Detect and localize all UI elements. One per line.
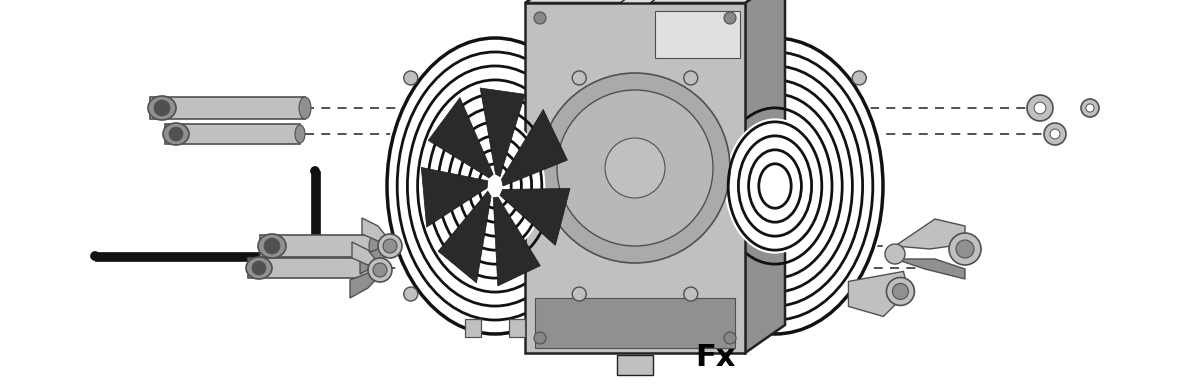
Polygon shape	[620, 0, 662, 3]
Ellipse shape	[90, 252, 100, 261]
Polygon shape	[428, 98, 493, 178]
Ellipse shape	[667, 38, 883, 334]
Ellipse shape	[1086, 104, 1094, 112]
Ellipse shape	[373, 263, 386, 277]
Ellipse shape	[852, 287, 866, 301]
Ellipse shape	[887, 278, 914, 305]
Polygon shape	[438, 191, 491, 283]
Ellipse shape	[745, 146, 805, 226]
Polygon shape	[150, 97, 305, 119]
Ellipse shape	[724, 332, 736, 344]
Ellipse shape	[1044, 123, 1066, 145]
Polygon shape	[421, 168, 487, 227]
Polygon shape	[260, 235, 374, 257]
Polygon shape	[535, 298, 734, 348]
Ellipse shape	[956, 240, 974, 258]
Ellipse shape	[540, 73, 730, 263]
Polygon shape	[895, 219, 965, 249]
Polygon shape	[745, 0, 785, 353]
Polygon shape	[617, 355, 653, 375]
Ellipse shape	[370, 235, 382, 257]
Ellipse shape	[684, 287, 697, 301]
Ellipse shape	[264, 238, 280, 254]
Polygon shape	[502, 109, 568, 186]
Ellipse shape	[572, 71, 587, 85]
Polygon shape	[848, 271, 908, 317]
Ellipse shape	[246, 257, 272, 279]
Polygon shape	[493, 197, 540, 286]
Polygon shape	[655, 11, 740, 58]
Ellipse shape	[673, 49, 876, 323]
Ellipse shape	[1034, 102, 1046, 114]
Polygon shape	[350, 273, 380, 298]
Ellipse shape	[466, 146, 524, 226]
Ellipse shape	[475, 160, 515, 212]
Ellipse shape	[295, 125, 305, 143]
Polygon shape	[362, 218, 390, 241]
Polygon shape	[166, 124, 300, 144]
Ellipse shape	[734, 132, 815, 240]
Ellipse shape	[252, 261, 266, 275]
Ellipse shape	[434, 104, 556, 267]
Ellipse shape	[404, 63, 586, 310]
Ellipse shape	[1050, 129, 1060, 139]
Ellipse shape	[714, 104, 835, 267]
Polygon shape	[509, 319, 526, 337]
Ellipse shape	[534, 332, 546, 344]
Ellipse shape	[445, 119, 545, 254]
Ellipse shape	[368, 258, 392, 282]
Ellipse shape	[169, 127, 182, 141]
Ellipse shape	[258, 234, 286, 258]
Ellipse shape	[724, 12, 736, 24]
Polygon shape	[311, 171, 319, 256]
Ellipse shape	[572, 287, 587, 301]
Ellipse shape	[1027, 95, 1054, 121]
Polygon shape	[360, 249, 390, 274]
Ellipse shape	[664, 34, 887, 337]
Ellipse shape	[886, 244, 905, 264]
Ellipse shape	[893, 283, 908, 300]
Ellipse shape	[694, 76, 856, 296]
Ellipse shape	[852, 71, 866, 85]
Ellipse shape	[704, 90, 846, 282]
Ellipse shape	[425, 90, 565, 282]
Ellipse shape	[163, 123, 190, 145]
Ellipse shape	[148, 96, 176, 120]
Ellipse shape	[154, 100, 170, 116]
Ellipse shape	[403, 287, 418, 301]
Ellipse shape	[755, 160, 794, 212]
Ellipse shape	[725, 119, 826, 254]
Polygon shape	[500, 188, 570, 245]
Polygon shape	[248, 258, 373, 278]
Polygon shape	[466, 319, 481, 337]
Ellipse shape	[299, 97, 311, 119]
Ellipse shape	[311, 252, 319, 261]
Ellipse shape	[394, 49, 596, 323]
Polygon shape	[352, 242, 380, 265]
Ellipse shape	[684, 63, 866, 310]
Polygon shape	[526, 3, 745, 353]
Polygon shape	[95, 252, 314, 261]
Ellipse shape	[386, 38, 604, 334]
Polygon shape	[526, 0, 785, 3]
Ellipse shape	[403, 71, 418, 85]
Ellipse shape	[378, 234, 402, 258]
Ellipse shape	[368, 259, 378, 277]
Ellipse shape	[557, 90, 713, 246]
Ellipse shape	[684, 71, 697, 85]
Ellipse shape	[455, 132, 535, 240]
Ellipse shape	[414, 76, 576, 296]
Ellipse shape	[311, 166, 319, 176]
Ellipse shape	[383, 239, 397, 253]
Ellipse shape	[1081, 99, 1099, 117]
Polygon shape	[895, 259, 965, 279]
Text: Fx: Fx	[695, 344, 736, 372]
Polygon shape	[480, 88, 524, 177]
Ellipse shape	[605, 138, 665, 198]
Ellipse shape	[534, 12, 546, 24]
Ellipse shape	[384, 34, 606, 337]
Ellipse shape	[949, 233, 982, 265]
